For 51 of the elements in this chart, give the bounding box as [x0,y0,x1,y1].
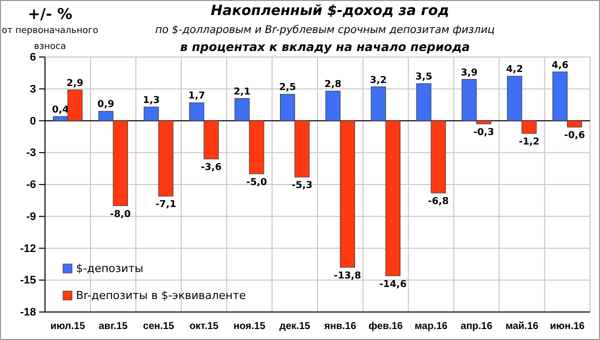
data-label: 2,1 [234,86,251,98]
data-label: -7,1 [155,199,176,210]
data-label: -3,6 [200,162,222,173]
y-tick-label: 6 [30,52,36,64]
y-tick-label: -18 [20,306,36,319]
data-label: 3,2 [370,74,387,86]
y-tick-label: 0 [30,115,36,128]
x-tick-label: июн.16 [550,321,586,332]
x-tick-label: июл.15 [50,321,86,332]
data-label: 1,7 [188,90,206,102]
data-label: 2,9 [66,78,84,89]
y-tick-label: 3 [30,83,36,96]
x-tick-label: фев.16 [368,321,404,332]
x-tick-label: ноя.15 [233,321,266,332]
x-tick-label: окт.15 [189,321,219,332]
text: от первоначального взноса [2,26,99,52]
y-tick-label: -3 [26,147,36,160]
y-tick-label: -12 [20,242,36,255]
data-label: 2,8 [324,79,342,90]
text: +/- % [28,5,72,23]
text: в процентах к вкладу на начало периода [180,40,470,54]
data-label: -5,3 [292,180,312,192]
x-tick-label: авг.15 [98,321,128,332]
data-label: -13,8 [334,270,362,282]
data-label: 3,5 [415,72,432,83]
y-tick-label: -9 [26,210,36,223]
data-label: 4,6 [552,60,569,71]
data-label: -6,8 [428,196,450,207]
chart-subtitle: по $-долларовым и Br-рублевым срочным депозитам физлиц [155,24,495,36]
data-label: 2,5 [279,82,296,94]
legend-label: $-депозиты [76,262,144,275]
x-tick-label: апр.16 [460,321,493,332]
x-tick-label: дек.15 [279,321,311,332]
data-label: 1,3 [142,94,160,106]
y-tick-label: -6 [26,179,36,192]
data-label: 4,2 [506,64,524,76]
chart-title: Накопленный $-доход за год [210,3,450,19]
data-label: -5,0 [246,176,268,188]
data-label: -0,6 [564,130,586,142]
x-tick-label: сен.15 [143,321,175,332]
data-label: -14,6 [379,278,407,290]
data-label: -0,3 [473,126,494,138]
x-tick-label: май.16 [505,321,539,332]
y-tick-label: -15 [20,274,36,287]
x-tick-label: мар.16 [414,321,448,332]
x-tick-label: янв.16 [324,321,357,332]
data-label: -8,0 [110,208,132,220]
data-label: 0,9 [97,99,114,110]
legend-label: Br-депозиты в $-эквиваленте [76,289,246,302]
data-label: -1,2 [518,136,540,148]
data-label: 3,9 [460,67,478,78]
